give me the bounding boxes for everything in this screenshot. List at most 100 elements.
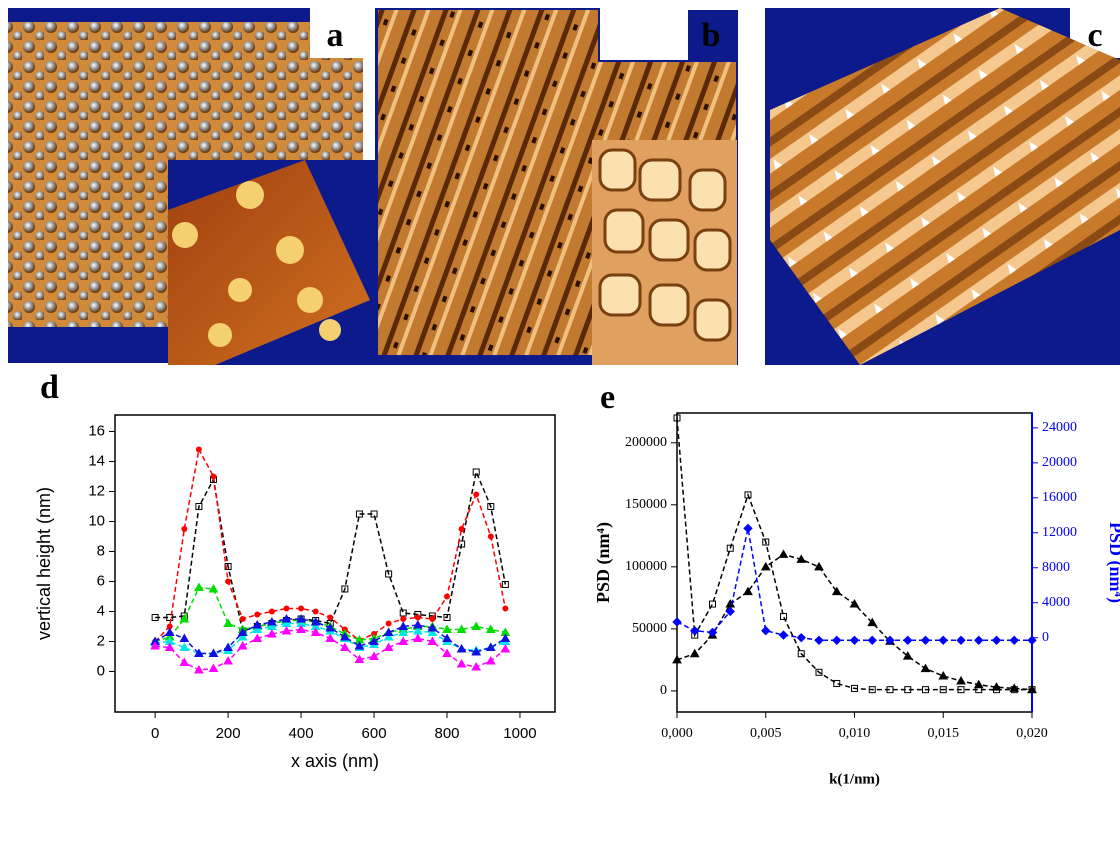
series xyxy=(153,447,508,644)
x-tick-label: 0,015 xyxy=(928,726,960,741)
y-tick-label: 10 xyxy=(88,512,105,529)
marker xyxy=(691,650,699,657)
y-tick-label: 50000 xyxy=(632,621,667,636)
marker xyxy=(401,617,406,622)
marker xyxy=(458,660,466,667)
marker xyxy=(710,601,716,607)
x-axis-label: x axis (nm) xyxy=(291,751,379,771)
panel-label: d xyxy=(40,369,59,406)
marker xyxy=(239,642,247,649)
marker xyxy=(195,584,203,591)
marker xyxy=(328,615,333,620)
marker xyxy=(851,636,859,644)
y-tick-label: 2 xyxy=(97,632,105,649)
marker xyxy=(833,636,841,644)
marker xyxy=(224,620,232,627)
figure: a b c d020040060080010000246810121416x a… xyxy=(0,0,1120,853)
y-tick-label: 0 xyxy=(1042,630,1049,645)
y-tick-label: 24000 xyxy=(1042,420,1077,435)
marker xyxy=(780,550,788,557)
marker xyxy=(922,665,930,672)
marker xyxy=(472,623,480,630)
marker xyxy=(503,606,508,611)
y-axis-label: vertical height (nm) xyxy=(34,487,54,640)
y-tick-label: 0 xyxy=(660,683,667,698)
marker xyxy=(284,606,289,611)
y-tick-label: 16000 xyxy=(1042,490,1077,505)
marker xyxy=(240,617,245,622)
marker xyxy=(868,636,876,644)
marker xyxy=(443,635,451,642)
marker xyxy=(313,609,318,614)
marker xyxy=(224,657,232,664)
marker xyxy=(904,636,912,644)
marker xyxy=(370,653,378,660)
x-tick-label: 0 xyxy=(151,725,159,742)
marker xyxy=(762,563,770,570)
y-tick-label: 6 xyxy=(97,572,105,589)
marker xyxy=(180,659,188,666)
y-tick-label: 150000 xyxy=(625,497,667,512)
marker xyxy=(780,631,788,639)
marker xyxy=(211,474,216,479)
x-axis-label: k(1/nm) xyxy=(829,771,880,787)
x-tick-label: 200 xyxy=(216,725,241,742)
panel-label: a xyxy=(327,17,344,54)
y-tick-label: 8 xyxy=(97,542,105,559)
x-tick-label: 600 xyxy=(362,725,387,742)
y-tick-label: 20000 xyxy=(1042,455,1077,470)
x-tick-label: 0,020 xyxy=(1016,726,1048,741)
marker xyxy=(269,609,274,614)
marker xyxy=(501,645,509,652)
y-tick-label: 14 xyxy=(88,452,105,469)
marker xyxy=(414,621,422,628)
marker xyxy=(797,634,805,642)
marker xyxy=(474,492,479,497)
series xyxy=(673,550,1036,692)
x-tick-label: 0,000 xyxy=(661,726,693,741)
x-tick-label: 1000 xyxy=(503,725,536,742)
marker xyxy=(957,677,965,684)
series-line xyxy=(155,450,505,642)
series-line xyxy=(677,554,1032,689)
marker xyxy=(939,636,947,644)
y-tick-label: 200000 xyxy=(625,435,667,450)
series xyxy=(152,469,508,634)
marker xyxy=(1010,636,1018,644)
y-tick-label: 12000 xyxy=(1042,525,1077,540)
marker xyxy=(180,635,188,642)
marker xyxy=(673,618,681,626)
marker xyxy=(815,636,823,644)
marker xyxy=(975,636,983,644)
plot-frame xyxy=(677,413,1032,712)
panel-label: c xyxy=(1087,17,1102,54)
marker xyxy=(196,447,201,452)
y-tick-label: 4000 xyxy=(1042,595,1070,610)
y-tick-label: 4 xyxy=(97,602,105,619)
marker xyxy=(744,524,752,532)
series-line xyxy=(677,418,1032,690)
marker xyxy=(255,612,260,617)
series xyxy=(673,524,1036,644)
marker xyxy=(993,636,1001,644)
y-tick-label: 8000 xyxy=(1042,560,1070,575)
y-tick-label: 12 xyxy=(88,482,105,499)
marker xyxy=(851,600,859,607)
y2-axis-label: PSD (nm⁴) xyxy=(1105,522,1120,603)
marker xyxy=(458,645,466,652)
series xyxy=(674,415,1035,693)
inset-bumps xyxy=(600,150,730,340)
marker xyxy=(922,636,930,644)
x-tick-label: 400 xyxy=(289,725,314,742)
series-line xyxy=(155,472,505,631)
x-tick-label: 800 xyxy=(434,725,459,742)
panel-label: e xyxy=(600,379,615,416)
marker xyxy=(487,657,495,664)
marker xyxy=(762,627,770,635)
y-tick-label: 0 xyxy=(97,662,105,679)
marker xyxy=(445,594,450,599)
marker xyxy=(195,666,203,673)
plot-frame xyxy=(115,415,555,712)
x-tick-label: 0,005 xyxy=(750,726,782,741)
x-tick-label: 0,010 xyxy=(839,726,871,741)
